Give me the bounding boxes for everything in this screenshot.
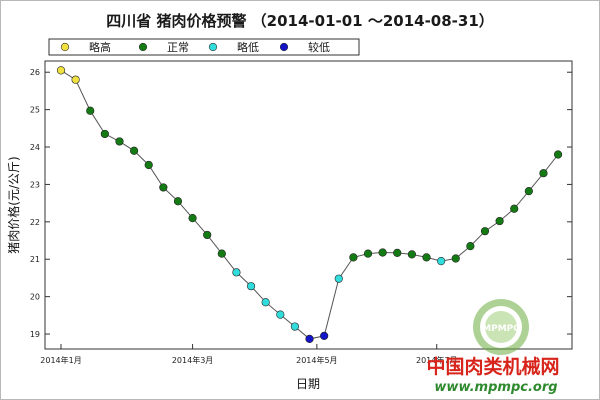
y-tick-label: 26: [30, 68, 40, 77]
data-point-slightly_low: [334, 274, 343, 283]
legend-label-slightly_high: 略高: [89, 40, 111, 54]
x-tick-label: 2014年3月: [172, 355, 213, 365]
data-point-normal: [159, 183, 168, 192]
y-tick-label: 24: [30, 143, 40, 152]
data-point-normal: [407, 250, 416, 259]
legend-marker-normal: [138, 42, 148, 52]
data-point-normal: [524, 187, 533, 196]
data-point-slightly_low: [437, 257, 446, 266]
data-point-normal: [510, 204, 519, 213]
price-points: [56, 66, 563, 344]
data-point-normal: [480, 227, 490, 236]
data-point-normal: [217, 249, 226, 258]
data-point-normal: [553, 150, 563, 159]
y-axis-label: 猪肉价格(元/公斤): [6, 156, 21, 253]
chart-title: 四川省 猪肉价格预警 （2014-01-01 ～2014-08-31）: [106, 12, 494, 30]
data-point-slightly_low: [290, 322, 300, 331]
data-point-normal: [203, 230, 212, 240]
watermark-logo: MPMPC: [473, 299, 529, 355]
data-point-slightly_low: [261, 298, 270, 307]
data-point-normal: [378, 248, 387, 257]
legend-label-slightly_low: 略低: [237, 40, 259, 54]
data-point-normal: [130, 146, 139, 155]
watermark-url: www.mpmpc.org: [434, 380, 557, 395]
data-point-low: [305, 334, 314, 344]
y-tick-label: 21: [30, 255, 40, 264]
data-point-normal: [422, 253, 431, 262]
data-point-low: [320, 331, 329, 341]
data-point-normal: [349, 253, 358, 262]
data-point-normal: [115, 137, 124, 146]
data-point-normal: [100, 129, 109, 139]
x-axis-label: 日期: [296, 377, 320, 391]
data-point-normal: [188, 213, 197, 223]
data-point-normal: [144, 160, 153, 170]
data-point-slightly_high: [56, 66, 66, 75]
x-tick-label: 2014年7月: [416, 355, 457, 365]
y-tick-label: 20: [30, 293, 40, 302]
price-line: [60, 69, 559, 340]
y-tick-label: 19: [30, 330, 40, 339]
data-point-slightly_low: [276, 310, 285, 319]
x-tick-label: 2014年5月: [296, 355, 337, 365]
data-point-normal: [173, 197, 183, 206]
x-tick-label: 2014年1月: [40, 355, 81, 365]
chart-legend: 略高 正常 略低 较低: [48, 38, 360, 56]
data-point-normal: [451, 254, 460, 263]
data-point-normal: [86, 106, 95, 115]
data-point-slightly_low: [246, 282, 256, 291]
legend-box: [48, 38, 360, 56]
data-point-normal: [466, 242, 475, 251]
plot-area: [44, 60, 573, 350]
legend-marker-low: [279, 42, 289, 52]
y-axis: 19 20 21 22 23 24 25 26: [30, 68, 572, 339]
data-point-slightly_high: [71, 75, 80, 84]
legend-marker-slightly_high: [60, 42, 70, 52]
data-point-slightly_low: [232, 268, 241, 277]
data-point-normal: [393, 248, 402, 257]
y-tick-label: 22: [30, 218, 40, 227]
data-point-normal: [363, 249, 373, 258]
data-point-normal: [539, 169, 548, 178]
y-tick-label: 23: [30, 180, 40, 189]
legend-marker-slightly_low: [208, 42, 218, 52]
x-axis: 2014年1月 2014年3月 2014年5月 2014年7月: [40, 344, 457, 365]
legend-label-normal: 正常: [167, 41, 189, 54]
watermark-logo-text: MPMPC: [482, 324, 520, 334]
legend-label-low: 较低: [308, 40, 330, 54]
data-point-normal: [495, 216, 504, 226]
y-tick-label: 25: [30, 106, 40, 115]
watermark-site-name: 中国肉类机械网: [426, 355, 559, 378]
